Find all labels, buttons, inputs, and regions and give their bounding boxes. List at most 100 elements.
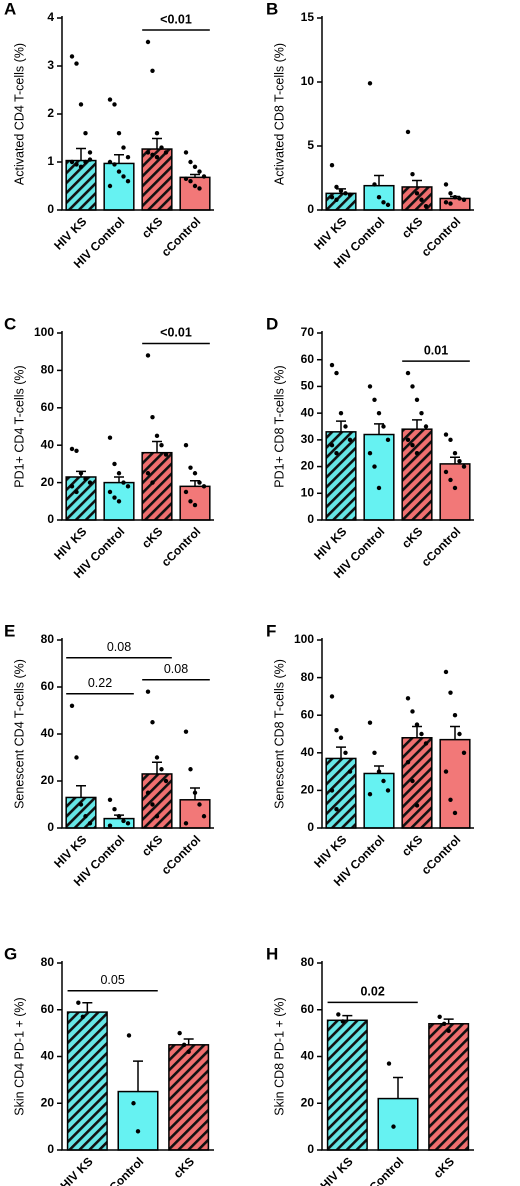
data-point (192, 164, 198, 169)
data-point (405, 129, 411, 135)
y-axis-title: PD1+ CD8 T-cells (%) (272, 365, 286, 487)
data-point (188, 465, 193, 470)
data-point (329, 443, 335, 448)
data-point (329, 788, 335, 793)
data-point (437, 1014, 442, 1019)
data-point (121, 174, 126, 179)
data-point (150, 802, 155, 807)
data-point (372, 464, 377, 469)
y-tick-label: 20 (301, 1095, 315, 1109)
error-bar (183, 1038, 194, 1045)
data-point (145, 689, 151, 694)
data-point (367, 384, 373, 389)
data-point (405, 370, 411, 376)
data-point (145, 471, 151, 476)
data-point (87, 157, 93, 162)
data-point (410, 443, 415, 448)
data-point (121, 480, 126, 485)
data-point (329, 694, 335, 699)
error-bar (152, 440, 162, 453)
x-tick-label: cKS (399, 524, 425, 550)
panel-letter: E (4, 621, 15, 640)
y-tick-label: 10 (301, 485, 315, 499)
error-bar (133, 1060, 143, 1092)
data-point (391, 1124, 396, 1129)
data-point (423, 741, 429, 746)
data-point (159, 145, 164, 150)
axes (321, 331, 474, 521)
data-point (76, 1000, 81, 1005)
y-axis-title: Activated CD4 T-cells (%) (12, 43, 26, 185)
y-tick-label: 40 (41, 437, 55, 451)
data-point (381, 200, 386, 205)
x-tick-label: cKS (139, 214, 165, 240)
data-point (334, 451, 339, 456)
axes (61, 961, 214, 1151)
data-point (150, 152, 155, 157)
x-tick-label: cKS (171, 1154, 197, 1180)
error-bar (374, 174, 384, 186)
error-bar (190, 173, 200, 178)
y-tick-label: 70 (301, 325, 315, 339)
y-tick-label: 20 (41, 475, 55, 489)
data-point (385, 437, 391, 443)
x-tick-label: cControl (419, 832, 464, 877)
data-point (192, 471, 198, 476)
data-point (367, 81, 373, 86)
bar (377, 1097, 419, 1151)
significance-label: 0.08 (107, 640, 131, 654)
significance-label: 0.22 (88, 676, 112, 690)
y-tick-label: 20 (301, 783, 315, 797)
y-axis-title: Skin CD8 PD-1 + (%) (272, 997, 286, 1115)
data-point (329, 163, 335, 168)
data-point (80, 1014, 86, 1019)
data-point (116, 499, 122, 504)
data-point (107, 97, 113, 102)
significance-label: <0.01 (160, 326, 192, 340)
y-tick-label: 80 (301, 955, 315, 969)
x-tick-label: cControl (419, 524, 464, 569)
data-point (183, 729, 189, 734)
data-point (69, 703, 75, 708)
data-point (367, 451, 373, 456)
error-bar (336, 746, 346, 759)
data-point (347, 192, 353, 197)
data-point (145, 39, 151, 45)
data-point (410, 384, 415, 389)
data-point (188, 159, 193, 165)
data-point (163, 452, 169, 457)
data-point (367, 791, 373, 797)
data-point (154, 814, 160, 819)
y-tick-label: 30 (301, 432, 315, 446)
error-bar (450, 456, 460, 464)
bar (428, 1023, 470, 1151)
error-bar (76, 147, 86, 161)
data-point (186, 1049, 191, 1055)
data-point (74, 489, 79, 495)
data-point (154, 433, 160, 439)
bar (326, 1019, 368, 1151)
y-tick-label: 0 (47, 820, 54, 834)
data-point (334, 728, 339, 733)
y-tick-label: 40 (301, 1049, 315, 1063)
data-point (329, 362, 335, 368)
y-axis-title: Senescent CD8 T-cells (%) (272, 659, 286, 809)
data-point (78, 802, 84, 807)
error-bar (450, 725, 460, 740)
bar (325, 757, 357, 829)
data-point (448, 437, 453, 443)
data-point (443, 432, 449, 437)
data-point (405, 760, 411, 765)
data-point (112, 461, 117, 467)
data-point (192, 183, 198, 189)
data-point (183, 489, 189, 495)
data-point (376, 195, 382, 200)
data-point (448, 201, 453, 206)
y-tick-label: 60 (301, 352, 315, 366)
bar (401, 737, 433, 829)
error-bar (82, 1001, 93, 1013)
data-point (443, 669, 449, 675)
data-point (116, 814, 122, 819)
y-tick-label: 0 (307, 512, 314, 526)
